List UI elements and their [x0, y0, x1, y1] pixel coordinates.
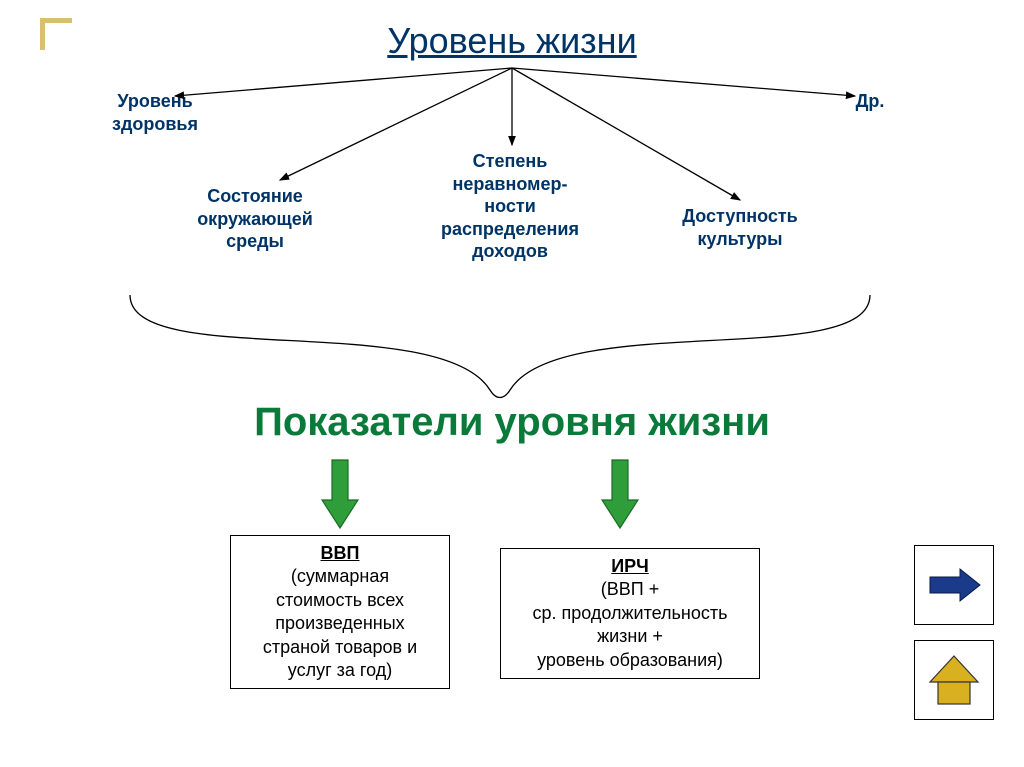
subtitle: Показатели уровня жизни [254, 400, 770, 445]
indicator-gdp-title: ВВП [239, 542, 441, 565]
nav-home-button[interactable] [914, 640, 994, 720]
home-icon [926, 652, 982, 708]
branch-other: Др. [840, 90, 900, 113]
indicator-hdi-text: (ВВП +ср. продолжительностьжизни +уровен… [509, 578, 751, 672]
page-title: Уровень жизни [387, 20, 636, 62]
corner-decoration [40, 18, 72, 50]
branch-environment: Состояниеокружающейсреды [175, 185, 335, 253]
indicator-hdi-box: ИРЧ (ВВП +ср. продолжительностьжизни +ур… [500, 548, 760, 679]
nav-next-button[interactable] [914, 545, 994, 625]
green-arrow-left [322, 460, 358, 528]
green-arrow-right [602, 460, 638, 528]
arrow-right-icon [926, 567, 982, 603]
indicator-hdi-title: ИРЧ [509, 555, 751, 578]
indicator-gdp-text: (суммарнаястоимость всехпроизведенныхстр… [239, 565, 441, 682]
branch-culture: Доступностькультуры [655, 205, 825, 250]
branch-health: Уровеньздоровья [80, 90, 230, 135]
branch-inequality: Степеньнеравномер-ностираспределениядохо… [410, 150, 610, 263]
indicator-gdp-box: ВВП (суммарнаястоимость всехпроизведенны… [230, 535, 450, 689]
